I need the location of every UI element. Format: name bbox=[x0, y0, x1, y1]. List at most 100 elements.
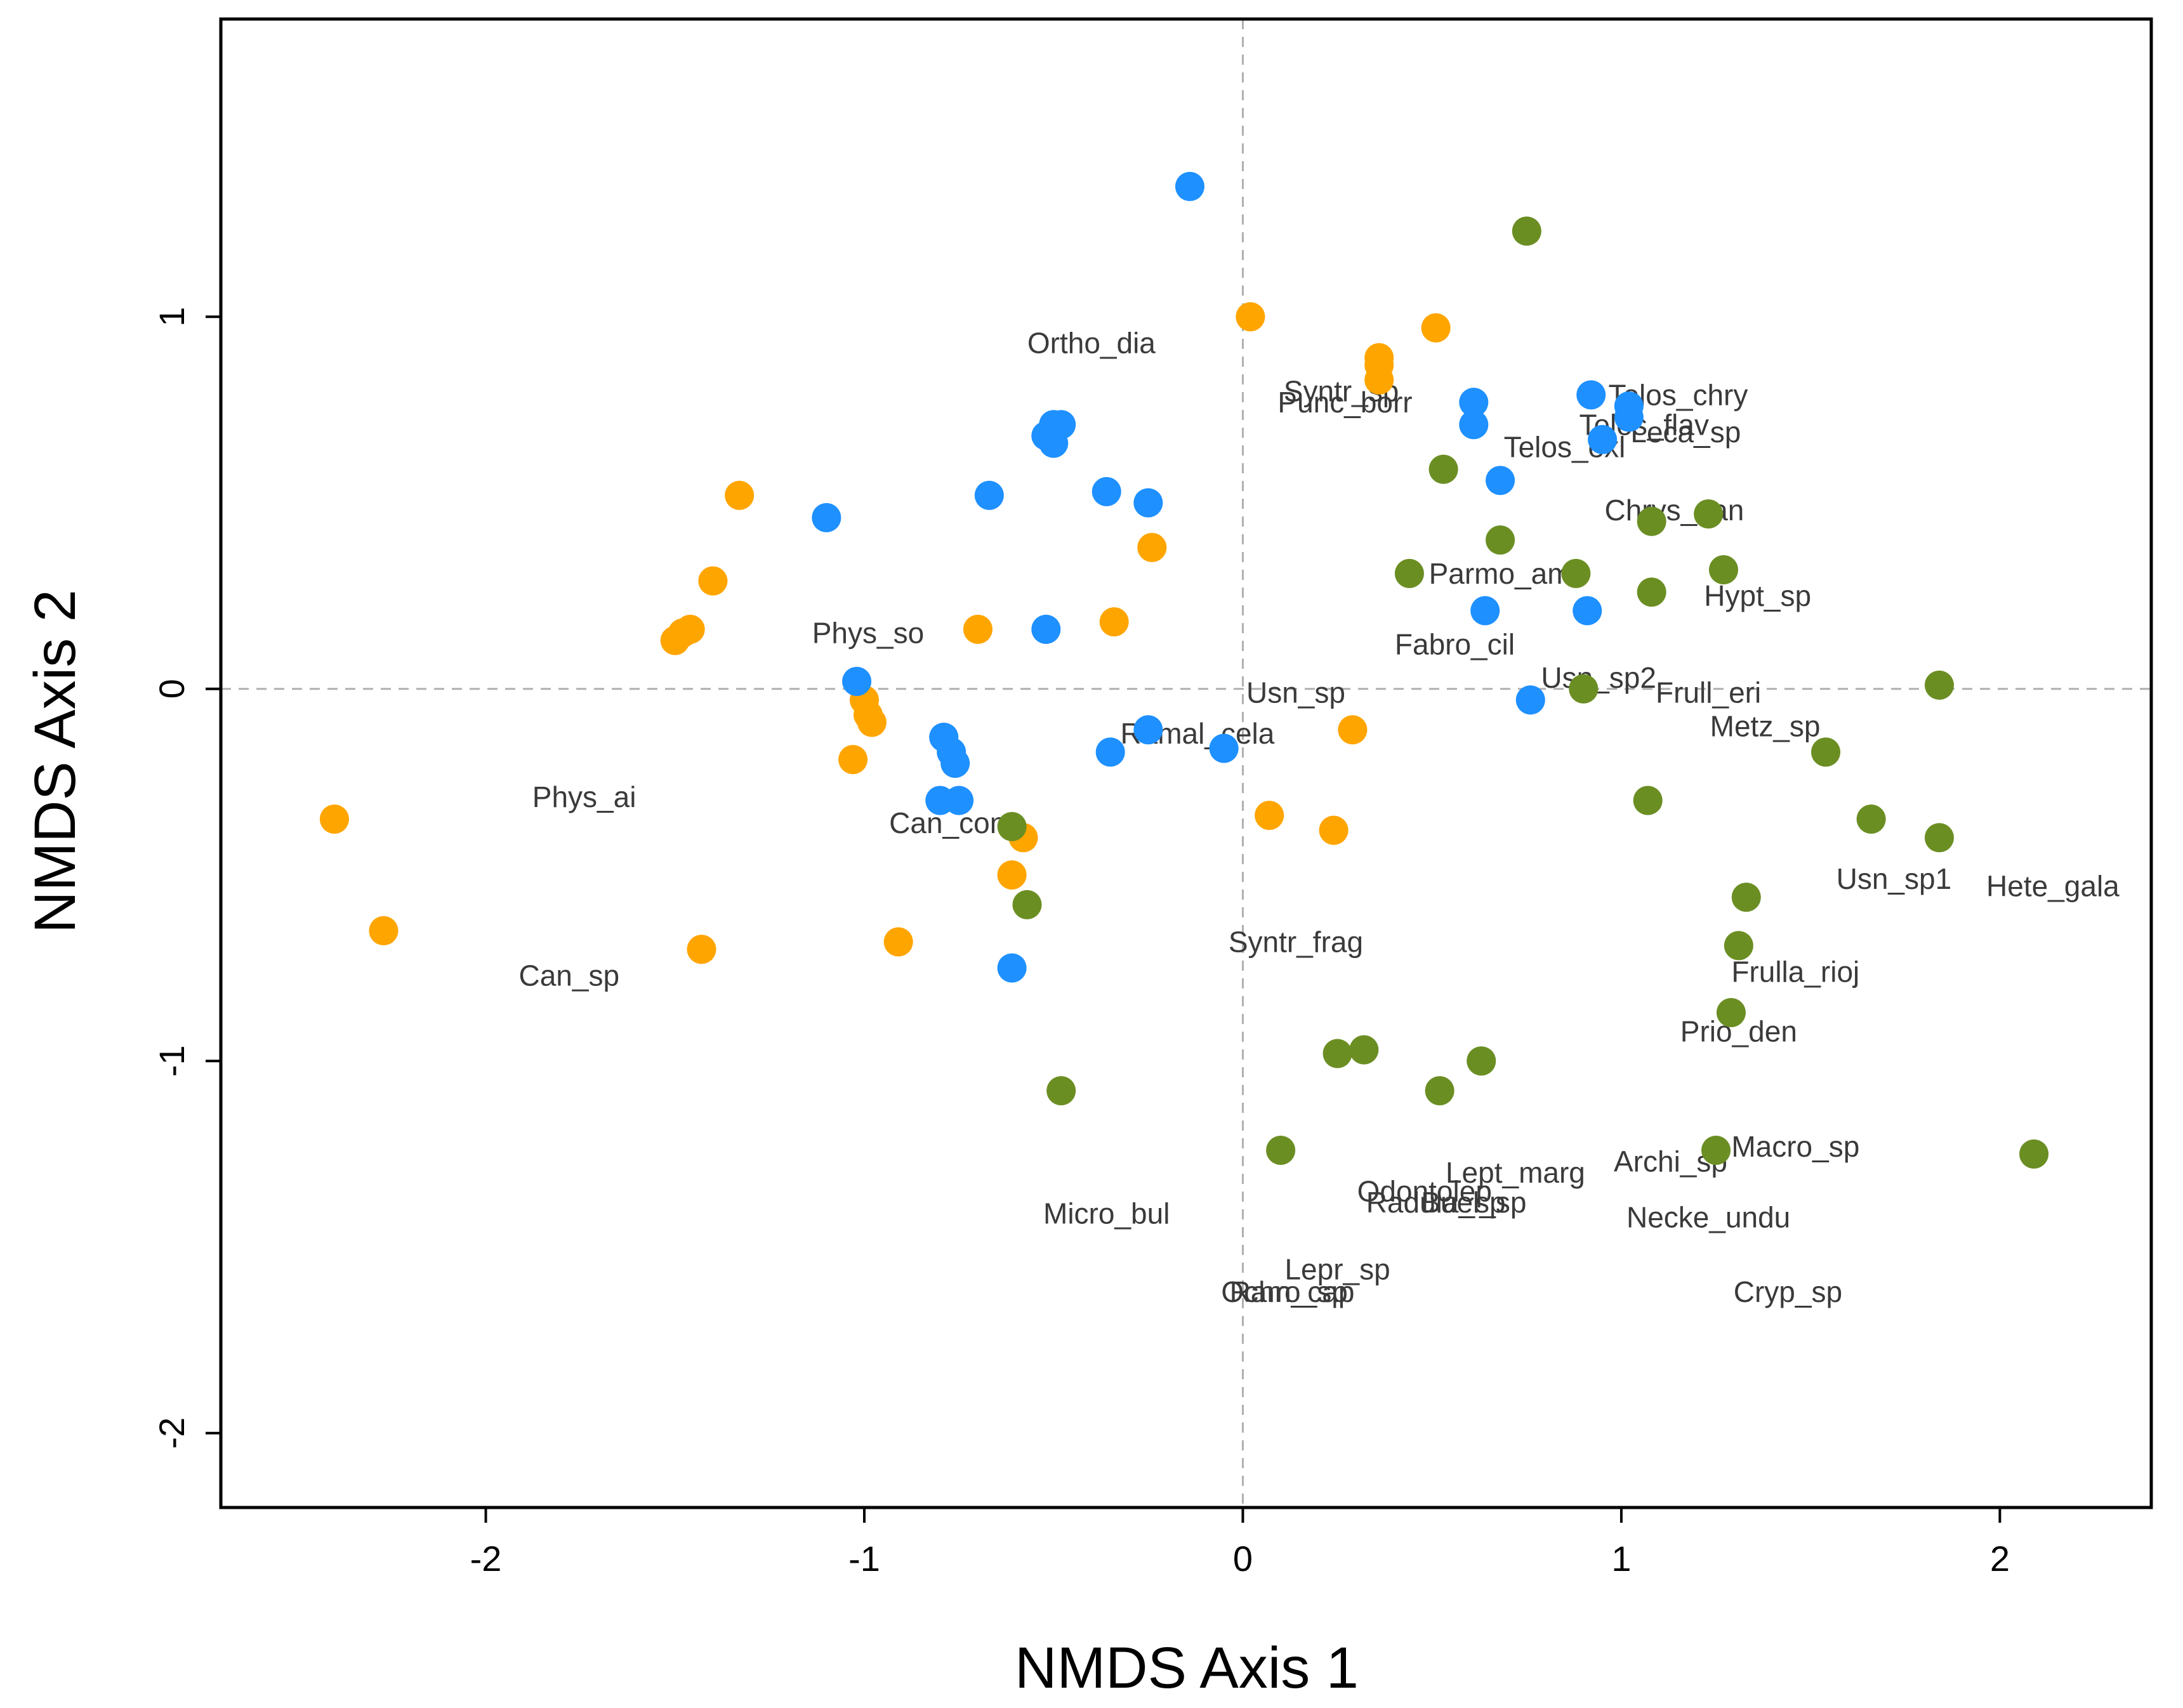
data-point-green bbox=[1924, 670, 1954, 700]
species-label: Macro_sp bbox=[1731, 1130, 1859, 1163]
species-label: Lepr_sp bbox=[1284, 1253, 1390, 1286]
data-point-orange bbox=[675, 614, 705, 644]
data-point-blue bbox=[1046, 410, 1076, 440]
data-point-blue bbox=[842, 666, 872, 696]
y-axis-title: NMDS Axis 2 bbox=[23, 589, 88, 933]
species-label: Metz_sp bbox=[1710, 709, 1821, 742]
species-label: Ortho_dia bbox=[1027, 326, 1156, 359]
data-point-blue bbox=[1031, 614, 1061, 644]
species-label: Usn_sp1 bbox=[1837, 862, 1952, 895]
data-points bbox=[319, 171, 2049, 1169]
data-point-blue bbox=[1175, 171, 1204, 201]
x-tick-label: 2 bbox=[1990, 1539, 2010, 1579]
data-point-green bbox=[1394, 558, 1424, 588]
species-label: Hypt_sp bbox=[1704, 579, 1811, 612]
data-point-orange bbox=[1364, 343, 1394, 372]
x-tick-label: 0 bbox=[1233, 1539, 1253, 1579]
species-label: Hete_gala bbox=[1986, 870, 2120, 903]
species-label: Ochro_sp bbox=[1221, 1275, 1347, 1308]
reference-lines bbox=[221, 19, 2151, 1508]
species-label: Frulla_rioj bbox=[1731, 955, 1859, 988]
data-point-orange bbox=[698, 566, 728, 596]
data-point-green bbox=[1924, 823, 1954, 853]
species-label: Lept_marg bbox=[1446, 1156, 1585, 1189]
data-point-green bbox=[2019, 1139, 2049, 1169]
species-label: Necke_undu bbox=[1626, 1201, 1790, 1234]
data-point-green bbox=[1266, 1135, 1296, 1165]
x-tick-label: -1 bbox=[848, 1539, 880, 1579]
data-point-blue bbox=[1209, 733, 1239, 763]
species-label: Odontolep bbox=[1357, 1174, 1492, 1207]
y-tick-label: -2 bbox=[152, 1417, 192, 1449]
species-label: Cryp_sp bbox=[1734, 1275, 1842, 1308]
data-point-orange bbox=[725, 480, 755, 510]
data-point-green bbox=[1425, 1076, 1454, 1106]
data-point-green bbox=[1561, 558, 1591, 588]
data-point-green bbox=[1716, 997, 1746, 1027]
data-point-blue bbox=[1486, 466, 1515, 496]
species-label: Phys_so bbox=[812, 617, 924, 650]
data-point-blue bbox=[1133, 488, 1163, 518]
x-tick-label: -2 bbox=[470, 1539, 502, 1579]
data-point-green bbox=[1694, 499, 1724, 529]
y-tick-label: 1 bbox=[152, 307, 192, 327]
species-label: Micro_bul bbox=[1043, 1197, 1170, 1230]
x-axis: -2 -1 0 1 2 bbox=[470, 1508, 2010, 1579]
data-point-green bbox=[1012, 890, 1042, 919]
species-label: Usn_sp bbox=[1246, 676, 1345, 709]
data-point-orange bbox=[319, 804, 349, 834]
data-point-green bbox=[1724, 931, 1753, 961]
data-point-orange bbox=[1099, 607, 1129, 637]
data-point-green bbox=[1811, 737, 1841, 767]
data-point-blue bbox=[940, 749, 970, 778]
data-point-blue bbox=[1459, 388, 1489, 417]
y-axis: -2 -1 0 1 bbox=[152, 307, 221, 1449]
data-point-blue bbox=[812, 503, 841, 532]
data-point-blue bbox=[1470, 596, 1500, 626]
data-point-blue bbox=[1573, 596, 1602, 626]
data-point-green bbox=[997, 811, 1027, 841]
plot-frame bbox=[219, 17, 2153, 1509]
species-label: Leca_sp bbox=[1630, 416, 1741, 449]
data-point-orange bbox=[838, 745, 868, 775]
data-point-green bbox=[1708, 555, 1738, 585]
data-point-orange bbox=[1319, 815, 1349, 845]
data-point-orange bbox=[963, 614, 993, 644]
data-point-orange bbox=[997, 860, 1027, 890]
data-point-green bbox=[1467, 1046, 1496, 1076]
data-point-green bbox=[1428, 454, 1458, 484]
species-label: Frull_eri bbox=[1656, 676, 1761, 709]
data-point-green bbox=[1633, 785, 1663, 815]
data-point-green bbox=[1701, 1135, 1731, 1165]
species-label: Chrys_can bbox=[1605, 494, 1744, 527]
species-label: Usn_sp2 bbox=[1541, 661, 1656, 694]
data-point-orange bbox=[1421, 313, 1451, 343]
data-point-orange bbox=[1137, 532, 1167, 562]
y-tick-label: -1 bbox=[152, 1045, 192, 1077]
species-label: Syntr_frag bbox=[1229, 926, 1363, 959]
data-point-blue bbox=[974, 480, 1004, 510]
species-label: Phys_ai bbox=[532, 780, 636, 813]
data-point-orange bbox=[687, 935, 716, 964]
x-axis-title: NMDS Axis 1 bbox=[1015, 1636, 1359, 1700]
data-point-blue bbox=[1095, 737, 1125, 767]
data-point-green bbox=[1512, 216, 1541, 246]
data-point-green bbox=[1349, 1035, 1379, 1065]
species-label: Punc_borr bbox=[1277, 386, 1412, 419]
species-label: Parmo_am bbox=[1429, 557, 1572, 590]
data-point-green bbox=[1569, 674, 1599, 704]
data-point-orange bbox=[857, 707, 887, 737]
species-label: Can_sp bbox=[518, 959, 619, 992]
data-point-orange bbox=[883, 927, 913, 957]
y-tick-label: 0 bbox=[152, 679, 192, 699]
data-point-orange bbox=[1255, 801, 1284, 831]
data-point-blue bbox=[944, 785, 974, 815]
data-point-blue bbox=[1515, 685, 1545, 715]
data-point-blue bbox=[1092, 476, 1121, 506]
species-label: Radula_sp bbox=[1366, 1186, 1506, 1219]
data-point-orange bbox=[1338, 715, 1368, 745]
species-label: Buel_sp bbox=[1421, 1186, 1526, 1219]
x-tick-label: 1 bbox=[1611, 1539, 1631, 1579]
